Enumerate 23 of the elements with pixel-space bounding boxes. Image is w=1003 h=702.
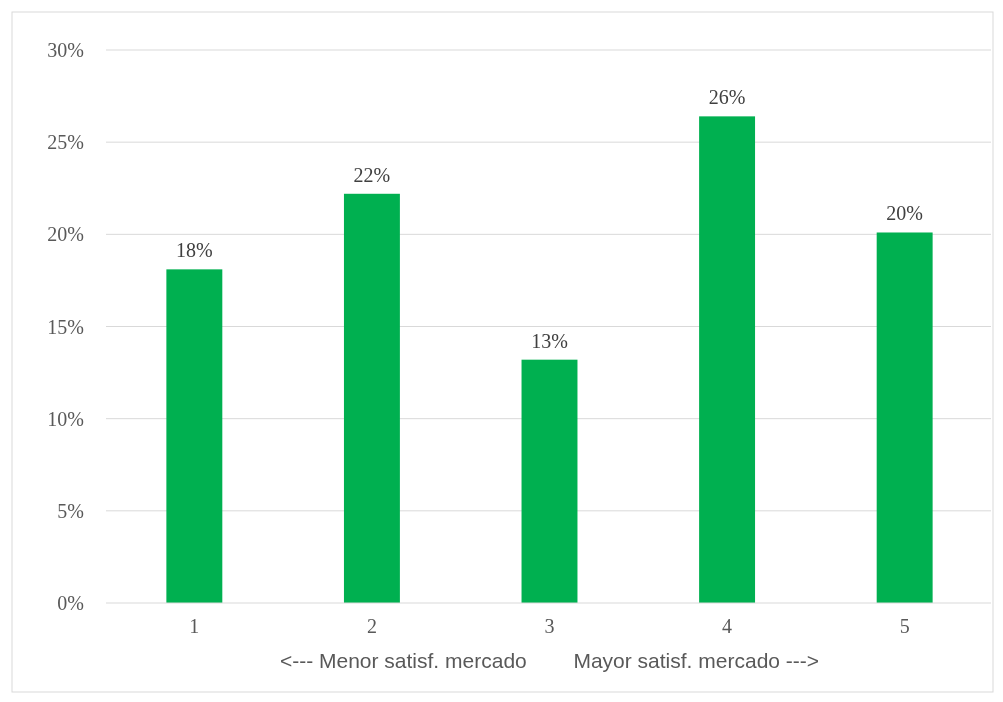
x-axis-title: <--- Menor satisf. mercado Mayor satisf. mercado ---> — [279, 649, 820, 672]
y-tick-label: 30% — [47, 39, 84, 61]
bar — [166, 269, 223, 603]
x-tick-label: 3 — [544, 615, 555, 637]
x-tick-label: 4 — [722, 615, 733, 637]
data-label: 26% — [708, 86, 746, 109]
y-tick-label: 20% — [47, 223, 84, 246]
x-tick-label: 1 — [189, 615, 200, 637]
y-tick-label: 15% — [47, 315, 84, 338]
bar — [699, 116, 756, 603]
bar — [521, 359, 578, 603]
x-tick-label: 5 — [899, 615, 910, 637]
data-label: 20% — [886, 202, 923, 225]
y-tick-label: 10% — [47, 407, 84, 430]
data-label: 18% — [176, 239, 213, 262]
data-label: 13% — [531, 329, 568, 352]
y-tick-label: 5% — [57, 499, 84, 522]
y-tick-label: 0% — [57, 592, 84, 614]
bar — [343, 193, 400, 603]
bar — [876, 232, 933, 603]
x-tick-label: 2 — [366, 615, 377, 637]
data-label: 22% — [353, 163, 391, 186]
y-tick-label: 25% — [47, 131, 84, 154]
